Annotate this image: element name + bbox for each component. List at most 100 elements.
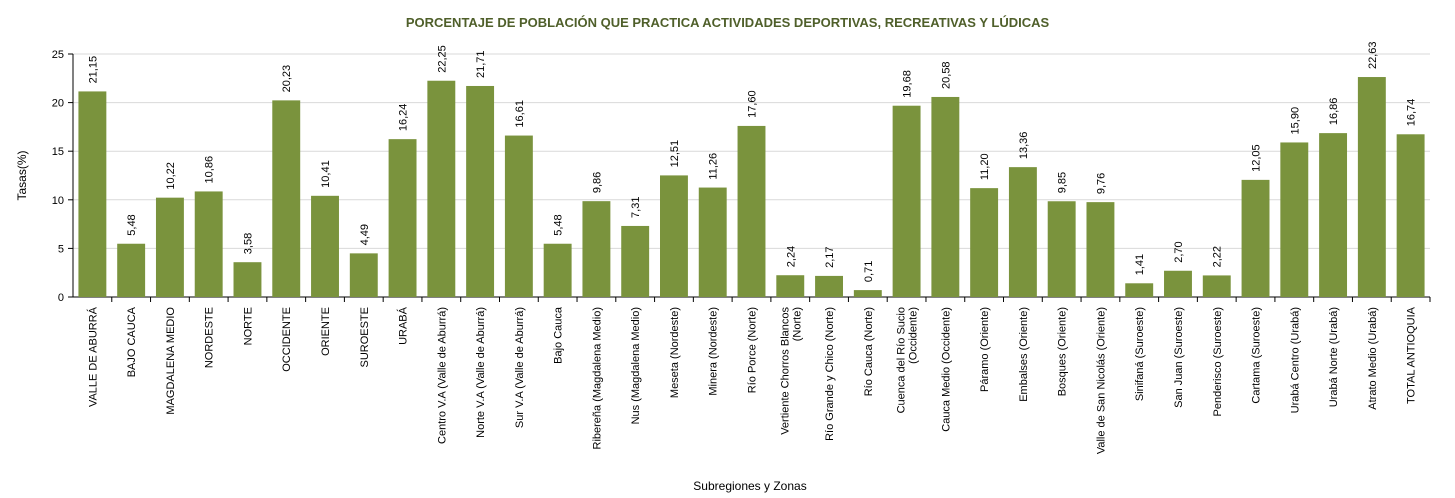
bar	[1047, 201, 1076, 297]
bar	[970, 188, 999, 297]
y-tick-label: 15	[52, 146, 64, 158]
bar	[504, 135, 533, 297]
category-label: Cauca Medio (Occidente)	[940, 307, 952, 432]
bar	[1241, 179, 1270, 297]
bar	[659, 175, 688, 297]
bars	[78, 77, 1425, 298]
bar	[931, 96, 960, 297]
category-label: Bajo Cauca	[553, 306, 565, 364]
data-label: 16,74	[1406, 99, 1418, 127]
data-label: 2,22	[1212, 246, 1224, 267]
x-axis-label: Subregiones y Zonas	[693, 479, 806, 493]
y-tick-label: 5	[58, 243, 64, 255]
category-label: Nus (Magdalena Medio)	[630, 307, 642, 424]
bar	[892, 105, 921, 297]
data-label: 9,85	[1057, 172, 1069, 193]
data-label: 16,86	[1328, 98, 1340, 126]
data-labels: 21,15 5,48 10,22 10,86 3,58 20,23 10,41 4,49 16,…	[87, 42, 1417, 283]
y-tick-label: 10	[52, 195, 64, 207]
data-label: 20,58	[940, 61, 952, 89]
category-label: Bosques (Oriente)	[1057, 307, 1069, 396]
bar	[737, 125, 766, 297]
data-label: 17,60	[747, 90, 759, 118]
category-label: (Occidente)	[908, 307, 920, 364]
bar	[815, 275, 844, 297]
bar	[194, 191, 223, 297]
category-label: URABÁ	[397, 306, 410, 345]
category-label: Vertiente Chorros Blancos	[779, 307, 791, 435]
bar	[853, 290, 882, 297]
category-labels: VALLE DE ABURRÁ BAJO CAUCA MAGDALENA MEDIO…	[86, 306, 1417, 454]
category-label: Ribereña (Magdalena Medio)	[591, 307, 603, 449]
bar	[1164, 270, 1192, 297]
data-label: 21,15	[87, 56, 99, 84]
category-label: SUROESTE	[359, 307, 371, 368]
category-label: NORTE	[242, 307, 254, 345]
data-label: 10,41	[320, 160, 332, 188]
category-label: Valle de San Nicolás (Oriente)	[1095, 307, 1107, 454]
category-label: Centro V.A (Valle de Aburrá)	[436, 307, 448, 444]
category-label: ORIENTE	[320, 307, 332, 356]
bar	[776, 275, 805, 297]
data-label: 16,61	[514, 100, 526, 128]
bar	[155, 197, 184, 297]
bar	[621, 225, 650, 297]
bar	[349, 253, 378, 297]
bar	[272, 100, 301, 297]
bar	[1280, 142, 1309, 297]
category-label: San Juan (Suroeste)	[1173, 307, 1185, 408]
bar	[582, 201, 611, 297]
data-label: 22,63	[1367, 42, 1379, 70]
bar	[427, 80, 456, 297]
data-label: 10,22	[165, 162, 177, 190]
category-label: Atrato Medio (Urabá)	[1367, 307, 1379, 410]
bar	[698, 187, 727, 297]
y-axis-label: Tasas(%)	[15, 150, 29, 200]
data-label: 16,24	[398, 104, 410, 132]
data-label: 19,68	[902, 70, 914, 98]
category-label: Sur V.A (Valle de Aburrá)	[514, 307, 526, 428]
category-label: Meseta (Nordeste)	[669, 307, 681, 398]
category-label: TOTAL ANTIOQUIA	[1406, 306, 1418, 404]
chart-title: PORCENTAJE DE POBLACIÓN QUE PRACTICA ACT…	[405, 15, 1050, 30]
category-label: (Norte)	[791, 307, 803, 341]
data-label: 2,17	[824, 246, 836, 267]
data-label: 9,76	[1095, 173, 1107, 194]
bar	[1319, 133, 1348, 297]
data-label: 15,90	[1289, 107, 1301, 135]
bar	[117, 243, 146, 297]
data-label: 7,31	[630, 197, 642, 218]
category-label: Sinifaná (Suroeste)	[1134, 307, 1146, 401]
bar	[1125, 283, 1154, 297]
category-label: Penderisco (Suroeste)	[1212, 307, 1224, 416]
bar	[466, 85, 495, 298]
category-label: Minera (Nordeste)	[708, 307, 720, 396]
data-label: 2,70	[1173, 241, 1185, 262]
category-label: Río Porce (Norte)	[747, 307, 759, 393]
category-label: Río Grande y Chico (Norte)	[824, 307, 836, 441]
bar	[1086, 202, 1115, 297]
bar	[311, 195, 339, 297]
data-label: 13,36	[1018, 132, 1030, 160]
category-label: Cartama (Suroeste)	[1251, 307, 1263, 404]
bar	[543, 243, 572, 297]
category-label: OCCIDENTE	[281, 307, 293, 372]
category-label: VALLE DE ABURRÁ	[86, 306, 99, 407]
category-label: NORDESTE	[204, 307, 216, 368]
category-label: BAJO CAUCA	[126, 306, 138, 377]
bar	[1202, 275, 1231, 297]
category-label: Urabá Norte (Urabá)	[1328, 307, 1340, 407]
data-label: 5,48	[553, 214, 565, 235]
category-label: Norte V.A (Valle de Aburrá)	[475, 307, 487, 438]
y-tick-label: 20	[52, 98, 64, 110]
category-label: Páramo (Oriente)	[979, 307, 991, 392]
bar	[1396, 134, 1425, 297]
data-label: 0,71	[863, 261, 875, 282]
data-label: 12,51	[669, 140, 681, 168]
bar	[78, 91, 107, 297]
category-label: Cuenca del Río Sucio	[896, 307, 908, 413]
category-label: Embalses (Oriente)	[1018, 307, 1030, 402]
data-label: 22,25	[436, 45, 448, 73]
bar	[388, 139, 417, 297]
